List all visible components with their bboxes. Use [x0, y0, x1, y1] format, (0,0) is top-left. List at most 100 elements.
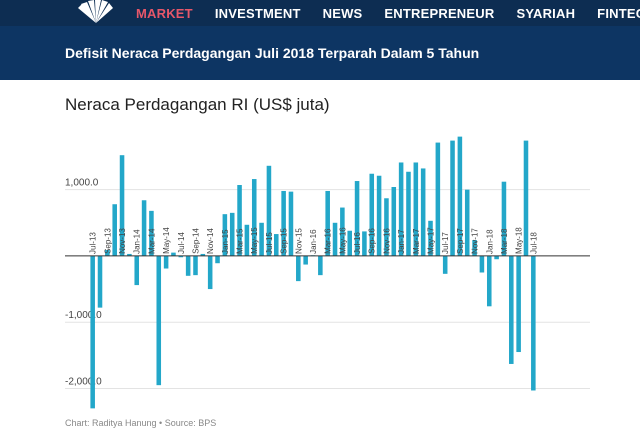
x-tick-label: Jan-14 — [133, 229, 142, 254]
bar-apr-16 — [332, 222, 338, 256]
bar-may-18 — [516, 255, 521, 353]
bar-sep-16 — [369, 173, 375, 256]
y-tick-label: -2,000.0 — [65, 376, 102, 387]
bar-may-15 — [251, 179, 257, 256]
bar-aug-13 — [97, 255, 103, 308]
x-tick-label: Sep-16 — [368, 228, 377, 254]
x-tick-label: Jan-15 — [221, 229, 230, 254]
nav-item-syariah[interactable]: SYARIAH — [516, 5, 576, 21]
x-tick-label: Jan-18 — [485, 229, 494, 254]
y-tick-label: 1,000.0 — [65, 178, 99, 189]
x-tick-label: Jul-16 — [353, 232, 362, 254]
bar-apr-18 — [509, 255, 514, 364]
top-navigation-bar: MARKET INVESTMENT NEWS ENTREPRENEUR SYARIAH F… — [0, 0, 640, 26]
bar-aug-16 — [362, 231, 367, 256]
bar-feb-16 — [318, 255, 323, 276]
bar-jun-14 — [171, 252, 176, 256]
bar-jul-15 — [266, 165, 272, 256]
x-tick-label: Jul-18 — [529, 232, 538, 254]
bar-jul-18 — [531, 255, 536, 391]
bar-nov-14 — [207, 255, 213, 290]
bar-may-17 — [428, 220, 433, 256]
x-tick-label: May-16 — [338, 227, 347, 254]
bar-dec-13 — [127, 253, 132, 256]
x-tick-label: Mar-14 — [147, 228, 156, 254]
bar-sep-13 — [105, 249, 110, 256]
bar-jan-14 — [134, 255, 140, 286]
nav-item-entrepreneur[interactable]: ENTREPRENEUR — [384, 5, 495, 21]
x-tick-label: Mar-18 — [500, 228, 509, 254]
nav-item-investment[interactable]: INVESTMENT — [214, 5, 301, 21]
bar-dec-15 — [303, 255, 308, 265]
bar-jun-17 — [435, 142, 441, 256]
bar-dec-14 — [215, 255, 220, 264]
x-tick-label: Mar-16 — [324, 228, 333, 254]
x-tick-label: Mar-17 — [412, 228, 421, 254]
x-tick-label: Nov-14 — [206, 228, 215, 254]
peacock-logo-icon[interactable] — [74, 0, 118, 24]
bar-jun-16 — [347, 230, 352, 256]
bar-aug-15 — [274, 234, 279, 256]
bar-sep-17 — [457, 136, 463, 256]
bar-jun-18 — [523, 140, 529, 256]
x-tick-label: May-14 — [162, 227, 171, 254]
x-tick-label: Nov-17 — [471, 228, 480, 254]
x-tick-label: Jul-14 — [177, 232, 186, 254]
bar-oct-14 — [200, 253, 206, 256]
x-tick-label: Jul-15 — [265, 232, 274, 254]
article-headline: Defisit Neraca Perdagangan Juli 2018 Ter… — [65, 45, 480, 61]
bar-mar-16 — [325, 190, 330, 256]
x-tick-label: Sep-15 — [280, 228, 289, 254]
bar-jan-17 — [398, 162, 404, 256]
headline-banner: Defisit Neraca Perdagangan Juli 2018 Ter… — [0, 26, 640, 80]
x-tick-label: Jul-13 — [89, 232, 98, 254]
bar-feb-17 — [406, 171, 411, 256]
bar-oct-13 — [112, 204, 117, 256]
x-tick-label: Sep-17 — [456, 228, 465, 254]
bar-jul-13 — [90, 255, 95, 409]
bar-feb-15 — [229, 212, 235, 256]
x-tick-label: Nov-16 — [382, 228, 391, 254]
x-tick-label: May-18 — [515, 227, 524, 254]
bar-apr-14 — [156, 255, 162, 386]
bar-dec-16 — [391, 187, 397, 256]
bar-oct-15 — [288, 191, 294, 256]
x-tick-label: May-15 — [250, 227, 259, 254]
bar-feb-18 — [494, 255, 499, 260]
bar-mar-14 — [149, 210, 154, 256]
trade-balance-bar-chart: 1,000.0 -1,000.0 -2,000.0 Jul-13 Sep-13 Nov-1… — [65, 136, 590, 409]
nav-item-news[interactable]: NEWS — [322, 5, 363, 21]
bar-nov-17 — [472, 240, 477, 256]
x-tick-label: Jul-17 — [441, 232, 450, 254]
bar-nov-15 — [296, 255, 301, 282]
bar-may-16 — [340, 207, 345, 256]
bar-apr-15 — [244, 224, 250, 256]
x-tick-label: Sep-14 — [191, 228, 200, 254]
chart-credit: Chart: Raditya Hanung • Source: BPS — [65, 418, 217, 428]
bar-jun-15 — [259, 222, 264, 256]
bar-aug-17 — [450, 140, 455, 256]
bar-mar-15 — [237, 185, 242, 256]
nav-item-fintech[interactable]: FINTECH — [597, 5, 640, 21]
bar-aug-14 — [185, 255, 191, 276]
bar-feb-14 — [141, 200, 147, 256]
bar-mar-18 — [501, 181, 507, 256]
bar-jul-17 — [442, 255, 448, 274]
bar-jul-14 — [178, 255, 184, 258]
bar-jul-16 — [354, 181, 360, 256]
x-tick-label: Nov-13 — [118, 228, 127, 254]
chart-title: Neraca Perdagangan RI (US$ juta) — [65, 95, 330, 114]
y-tick-label: -1,000.0 — [65, 310, 102, 321]
bar-nov-13 — [119, 155, 125, 256]
x-tick-label: Nov-15 — [294, 228, 303, 254]
x-tick-label: Mar-15 — [236, 228, 245, 254]
bar-mar-17 — [413, 162, 419, 256]
bar-jan-18 — [486, 255, 492, 307]
bar-apr-17 — [420, 168, 426, 256]
bar-jan-15 — [222, 214, 228, 256]
bar-oct-17 — [464, 189, 470, 256]
bar-sep-15 — [281, 190, 286, 256]
bar-nov-16 — [384, 198, 389, 256]
bar-oct-16 — [376, 175, 382, 256]
nav-item-market[interactable]: MARKET — [136, 5, 193, 21]
